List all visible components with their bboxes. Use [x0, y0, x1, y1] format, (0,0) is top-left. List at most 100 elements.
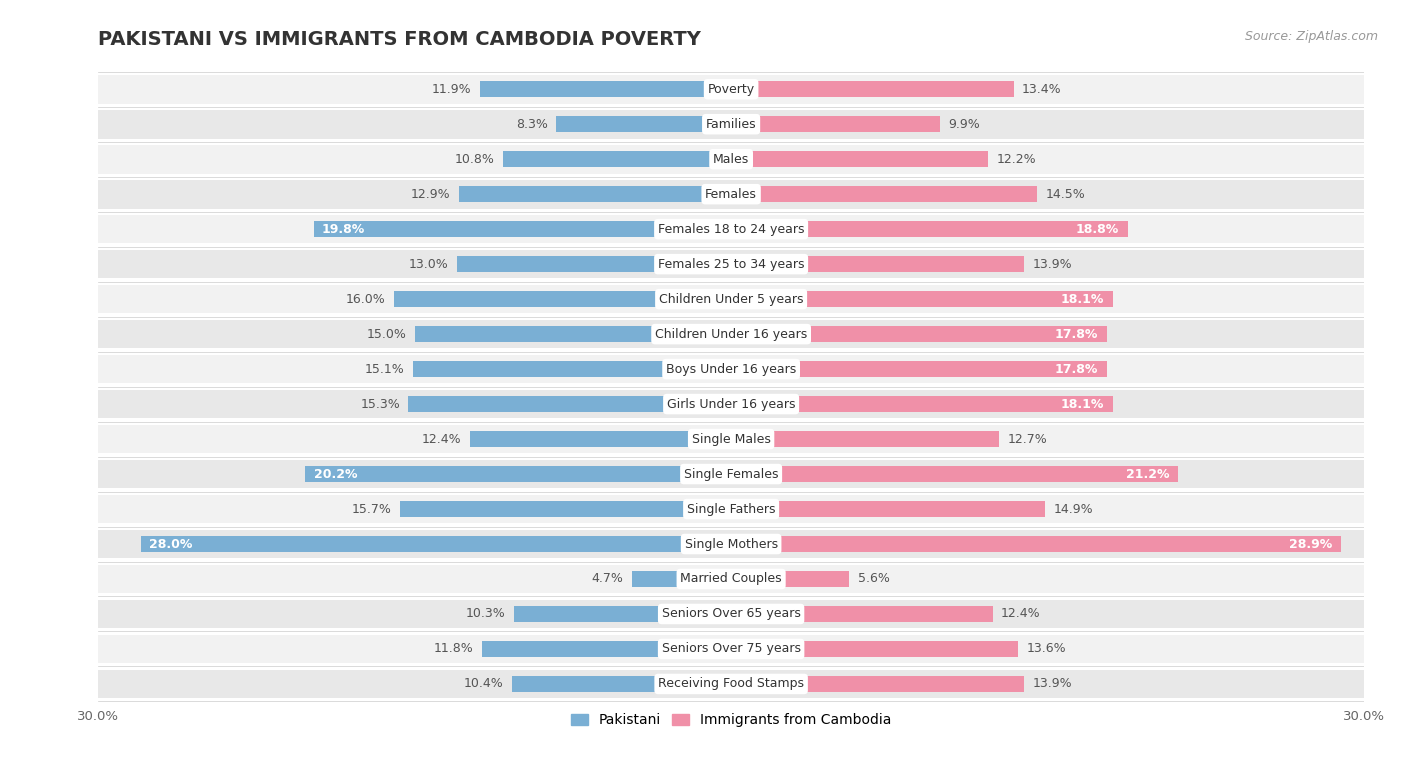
Text: Seniors Over 75 years: Seniors Over 75 years	[662, 643, 800, 656]
Text: Females 18 to 24 years: Females 18 to 24 years	[658, 223, 804, 236]
Bar	[98, 634, 1364, 663]
Text: 12.7%: 12.7%	[1007, 433, 1047, 446]
Text: 18.1%: 18.1%	[1062, 293, 1105, 305]
Bar	[98, 75, 1364, 104]
Text: 15.0%: 15.0%	[367, 327, 406, 340]
Text: 10.3%: 10.3%	[465, 607, 505, 621]
Text: Girls Under 16 years: Girls Under 16 years	[666, 398, 796, 411]
Bar	[314, 221, 731, 237]
Bar	[731, 116, 939, 132]
Text: 12.4%: 12.4%	[1001, 607, 1040, 621]
Text: 17.8%: 17.8%	[1054, 362, 1098, 375]
Text: Poverty: Poverty	[707, 83, 755, 96]
Bar	[98, 180, 1364, 208]
Bar	[731, 326, 1107, 342]
Text: 20.2%: 20.2%	[314, 468, 357, 481]
Bar	[98, 424, 1364, 453]
Bar	[731, 606, 993, 622]
Text: 18.8%: 18.8%	[1076, 223, 1119, 236]
Text: 10.4%: 10.4%	[464, 678, 503, 691]
Bar	[98, 390, 1364, 418]
Bar	[458, 186, 731, 202]
Bar	[98, 145, 1364, 174]
Bar	[512, 676, 731, 692]
Bar	[731, 256, 1024, 272]
Bar	[98, 285, 1364, 314]
Bar	[470, 431, 731, 447]
Text: 15.3%: 15.3%	[360, 398, 399, 411]
Bar	[98, 355, 1364, 384]
Text: Males: Males	[713, 152, 749, 166]
Text: Females 25 to 34 years: Females 25 to 34 years	[658, 258, 804, 271]
Bar	[98, 495, 1364, 523]
Bar	[415, 326, 731, 342]
Text: Children Under 16 years: Children Under 16 years	[655, 327, 807, 340]
Text: 14.5%: 14.5%	[1045, 188, 1085, 201]
Bar	[555, 116, 731, 132]
Text: 17.8%: 17.8%	[1054, 327, 1098, 340]
Bar	[503, 152, 731, 167]
Bar	[98, 320, 1364, 349]
Text: 13.4%: 13.4%	[1022, 83, 1062, 96]
Text: 15.7%: 15.7%	[352, 503, 391, 515]
Text: 21.2%: 21.2%	[1126, 468, 1170, 481]
Bar	[731, 431, 998, 447]
Bar	[731, 221, 1128, 237]
Bar	[731, 501, 1045, 517]
Bar	[482, 641, 731, 657]
Text: Single Males: Single Males	[692, 433, 770, 446]
Text: Families: Families	[706, 117, 756, 130]
Bar	[731, 641, 1018, 657]
Text: 13.0%: 13.0%	[409, 258, 449, 271]
Text: Children Under 5 years: Children Under 5 years	[659, 293, 803, 305]
Legend: Pakistani, Immigrants from Cambodia: Pakistani, Immigrants from Cambodia	[565, 708, 897, 733]
Text: 28.9%: 28.9%	[1289, 537, 1333, 550]
Bar	[731, 676, 1024, 692]
Text: Receiving Food Stamps: Receiving Food Stamps	[658, 678, 804, 691]
Text: Boys Under 16 years: Boys Under 16 years	[666, 362, 796, 375]
Text: Females: Females	[706, 188, 756, 201]
Bar	[731, 536, 1340, 552]
Text: 16.0%: 16.0%	[346, 293, 385, 305]
Bar	[479, 81, 731, 97]
Text: 12.9%: 12.9%	[411, 188, 450, 201]
Bar	[98, 459, 1364, 488]
Bar	[394, 291, 731, 307]
Bar	[98, 565, 1364, 594]
Bar	[631, 571, 731, 587]
Text: 15.1%: 15.1%	[364, 362, 405, 375]
Text: 13.9%: 13.9%	[1032, 678, 1073, 691]
Bar	[731, 291, 1114, 307]
Bar	[731, 81, 1014, 97]
Text: 13.6%: 13.6%	[1026, 643, 1066, 656]
Bar	[305, 466, 731, 482]
Bar	[399, 501, 731, 517]
Bar	[731, 186, 1036, 202]
Bar	[408, 396, 731, 412]
Text: 12.4%: 12.4%	[422, 433, 461, 446]
Bar	[731, 571, 849, 587]
Bar	[98, 215, 1364, 243]
Bar	[513, 606, 731, 622]
Text: 28.0%: 28.0%	[149, 537, 193, 550]
Text: 9.9%: 9.9%	[948, 117, 980, 130]
Text: 14.9%: 14.9%	[1054, 503, 1094, 515]
Bar	[98, 669, 1364, 698]
Bar	[731, 396, 1114, 412]
Bar	[457, 256, 731, 272]
Text: 18.1%: 18.1%	[1062, 398, 1105, 411]
Text: 12.2%: 12.2%	[997, 152, 1036, 166]
Text: Single Females: Single Females	[683, 468, 779, 481]
Bar	[731, 152, 988, 167]
Text: 8.3%: 8.3%	[516, 117, 547, 130]
Bar	[141, 536, 731, 552]
Text: 10.8%: 10.8%	[456, 152, 495, 166]
Text: PAKISTANI VS IMMIGRANTS FROM CAMBODIA POVERTY: PAKISTANI VS IMMIGRANTS FROM CAMBODIA PO…	[98, 30, 702, 49]
Bar	[413, 362, 731, 377]
Text: 19.8%: 19.8%	[322, 223, 366, 236]
Text: 13.9%: 13.9%	[1032, 258, 1073, 271]
Text: Seniors Over 65 years: Seniors Over 65 years	[662, 607, 800, 621]
Bar	[731, 362, 1107, 377]
Bar	[98, 250, 1364, 278]
Text: 5.6%: 5.6%	[858, 572, 890, 585]
